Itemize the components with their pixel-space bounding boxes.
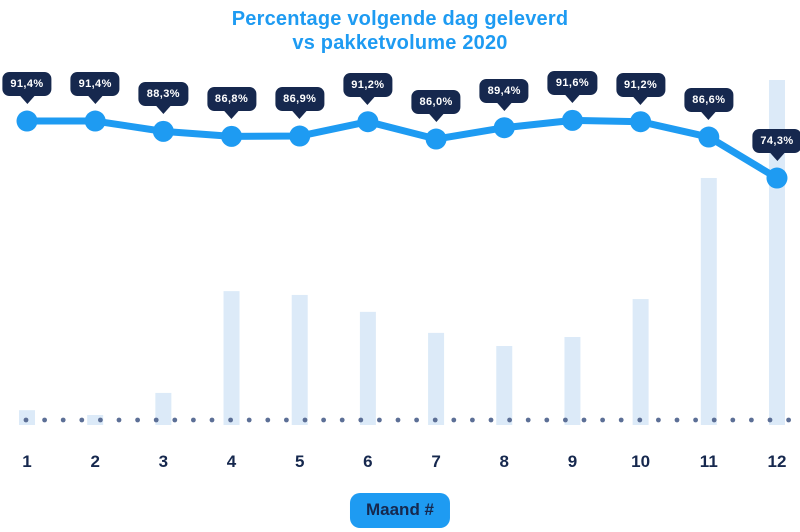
line-marker	[493, 117, 515, 139]
baseline-dot	[451, 417, 457, 423]
volume-bar	[700, 177, 717, 425]
baseline-dot	[488, 417, 494, 423]
baseline-dot	[767, 417, 773, 423]
baseline-dot	[377, 417, 382, 423]
value-badge: 91,2%	[616, 72, 666, 97]
baseline-dot	[358, 417, 364, 423]
volume-bar	[359, 311, 376, 425]
x-axis-label: 9	[567, 452, 578, 471]
volume-bar	[155, 392, 172, 425]
value-badge: 86,9%	[275, 87, 325, 112]
volume-bar	[768, 80, 785, 425]
baseline-dot	[432, 417, 438, 423]
baseline-dot	[302, 417, 308, 423]
baseline-dot	[749, 417, 754, 423]
value-badge: 91,2%	[343, 72, 393, 97]
value-badge: 86,8%	[206, 87, 257, 112]
baseline-dot	[656, 417, 661, 423]
baseline-dot	[581, 417, 587, 423]
volume-bar	[496, 345, 513, 425]
volume-bar	[87, 414, 104, 425]
line-marker	[698, 126, 720, 148]
percentage-line	[23, 116, 781, 182]
baseline-dot	[153, 417, 159, 423]
baseline-dot	[563, 417, 568, 423]
x-axis-label: 1	[22, 452, 32, 471]
value-badge: 89,4%	[479, 78, 529, 103]
baseline-dot	[711, 417, 717, 423]
value-badge: 91,6%	[547, 71, 598, 96]
x-axis-label: 12	[767, 452, 787, 471]
baseline-dot	[98, 417, 103, 423]
baseline-dot	[693, 417, 698, 423]
baseline-dot	[209, 417, 215, 423]
volume-bar	[564, 337, 581, 425]
volume-bar	[223, 291, 240, 425]
baseline-dot	[470, 417, 475, 423]
line-marker	[766, 167, 788, 189]
baseline-dot	[730, 417, 736, 423]
chart-title-line1: Percentage volgende dag geleverd	[231, 8, 569, 30]
value-badge: 74,3%	[752, 129, 800, 154]
volume-bar	[428, 332, 445, 425]
baseline-dot	[414, 417, 419, 423]
baseline-dot	[172, 417, 178, 423]
x-axis-title-badge: Maand #	[349, 493, 451, 528]
baseline-dot	[544, 417, 550, 423]
baseline-dot	[228, 417, 234, 423]
baseline-dot	[246, 417, 252, 423]
baseline-dot	[525, 417, 531, 423]
value-badge: 91,4%	[2, 72, 52, 97]
line-marker	[16, 110, 38, 132]
x-axis-label: 6	[363, 452, 373, 471]
value-badge: 91,4%	[70, 72, 120, 97]
line-marker	[84, 110, 106, 132]
baseline-dot	[265, 417, 271, 423]
baseline-dot	[79, 417, 85, 423]
x-axis-title-label: Maand #	[365, 500, 435, 519]
x-axis-label: 3	[158, 452, 169, 471]
value-badge: 86,0%	[411, 90, 461, 115]
chart-title-line2: vs pakketvolume 2020	[292, 32, 508, 54]
x-axis-label: 8	[499, 452, 509, 471]
baseline-dot	[395, 417, 401, 423]
baseline-dot	[507, 417, 512, 423]
x-axis-label: 10	[631, 452, 651, 471]
line-marker	[425, 128, 447, 150]
value-badge: 86,6%	[684, 88, 734, 113]
baseline-dot	[339, 417, 345, 423]
baseline-dot	[116, 417, 122, 423]
line-marker	[357, 111, 379, 133]
baseline-dot	[23, 417, 29, 423]
line-marker	[221, 125, 243, 147]
x-axis-label: 2	[90, 452, 100, 471]
volume-bar	[632, 299, 649, 425]
baseline-dot	[135, 417, 141, 423]
x-axis-label: 5	[294, 452, 305, 471]
x-axis-label: 4	[226, 452, 237, 471]
line-marker	[630, 111, 652, 133]
baseline-dot	[42, 417, 47, 423]
chart-title: Percentage volgende dag geleverd vs pakk…	[0, 7, 800, 55]
x-axis-label: 11	[699, 452, 718, 471]
value-badge: 88,3%	[138, 82, 188, 107]
baseline-dot	[674, 417, 680, 423]
baseline-dot	[60, 417, 66, 423]
baseline-dot	[191, 417, 196, 423]
baseline-dot	[321, 417, 326, 423]
volume-bar	[291, 294, 308, 425]
baseline-dot	[618, 417, 624, 423]
line-marker	[289, 125, 311, 147]
line-marker	[152, 120, 174, 142]
baseline-dot	[284, 417, 289, 423]
dotted-baseline	[23, 417, 791, 423]
baseline-dot	[637, 417, 643, 423]
baseline-dot	[600, 417, 605, 423]
volume-bar	[19, 410, 35, 425]
line-marker	[561, 109, 583, 131]
x-axis-label: 7	[431, 452, 441, 471]
baseline-dot	[786, 417, 791, 423]
